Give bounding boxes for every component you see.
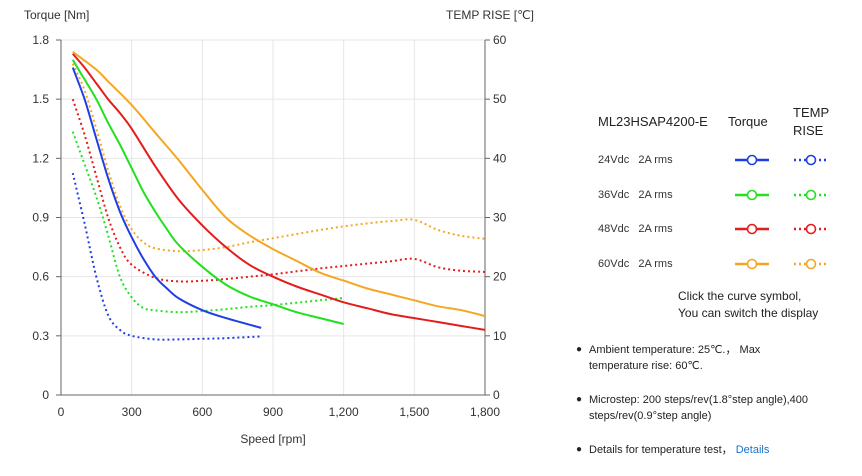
x-tick-label: 1,800 (470, 405, 500, 419)
torque-header: Torque (728, 114, 768, 129)
temp-rise-symbol-toggle[interactable] (793, 187, 829, 203)
torque-line-symbol-icon (735, 223, 769, 235)
y-right-tick-label: 20 (493, 270, 507, 284)
temp-rise-symbol-toggle[interactable] (793, 152, 829, 168)
hint-line-1: Click the curve symbol, (678, 289, 802, 303)
notes-list: ● Ambient temperature: 25℃.， Max tempera… (574, 342, 814, 476)
y-right-tick-label: 0 (493, 388, 500, 402)
x-tick-label: 1,500 (399, 405, 429, 419)
torque-line-symbol-icon (735, 189, 769, 200)
note-details-text: Details for temperature test， (589, 444, 733, 456)
note-details: ● Details for temperature test， Details (574, 442, 814, 458)
legend-hint: Click the curve symbol, You can switch t… (678, 288, 818, 322)
y-left-tick-label: 0.6 (32, 270, 49, 284)
legend-row: 24Vdc 2A rms (590, 144, 850, 179)
y-left-tick-label: 0 (42, 388, 49, 402)
y-left-tick-label: 0.9 (32, 211, 49, 225)
torque-temp-chart: 0 300 600 900 1,200 1,500 1,80000.30.60.91.21.… (24, 8, 534, 446)
bullet-icon: ● (576, 394, 583, 405)
torque-line-36vdc (71, 59, 344, 325)
torque-line-48vdc (72, 53, 486, 331)
torque-symbol-toggle[interactable] (734, 187, 770, 203)
note-ambient: ● Ambient temperature: 25℃.， Max tempera… (574, 342, 814, 374)
legend-row-label: 60Vdc 2A rms (598, 257, 673, 270)
y-right-axis-label: TEMP RISE [℃] (446, 8, 534, 22)
x-tick-label: 900 (263, 405, 283, 419)
y-left-tick-label: 1.5 (32, 92, 49, 106)
y-right-tick-label: 50 (493, 92, 507, 106)
torque-symbol-toggle[interactable] (734, 256, 770, 272)
y-right-tick-label: 40 (493, 151, 507, 165)
axes: 0 300 600 900 1,200 1,500 1,80000.30.60.91.21.… (32, 33, 506, 419)
temp-rise-line-36vdc (71, 131, 344, 314)
legend-row-label: 24Vdc 2A rms (598, 154, 673, 166)
model-name: ML23HSAP4200-E (598, 114, 708, 129)
torque-line-60vdc (72, 51, 486, 318)
torque-symbol-toggle[interactable] (734, 221, 770, 237)
torque-symbol-toggle[interactable] (734, 152, 770, 168)
note-microstep-text: Microstep: 200 steps/rev(1.8°step angle)… (589, 394, 809, 422)
temp-line-symbol-icon (794, 223, 828, 235)
temp-rise-line-48vdc (71, 98, 486, 283)
y-right-tick-label: 60 (493, 33, 507, 47)
x-axis-label: Speed [rpm] (240, 432, 305, 446)
temp-line-symbol-icon (794, 154, 828, 166)
torque-line-symbol-icon (735, 258, 769, 269)
bullet-icon: ● (576, 344, 583, 355)
temp-rise-line-24vdc (71, 172, 262, 341)
bullet-icon: ● (576, 444, 583, 455)
y-right-tick-label: 10 (493, 329, 507, 343)
note-ambient-text: Ambient temperature: 25℃.， Max temperatu… (589, 344, 761, 372)
hint-line-2: You can switch the display (678, 306, 819, 320)
series-lines (71, 51, 486, 341)
y-left-tick-label: 1.8 (32, 33, 49, 47)
legend-row: 60Vdc 2A rms (590, 248, 850, 283)
grid-lines (60, 39, 486, 396)
legend-header: ML23HSAP4200-E Torque TEMP RISE (590, 104, 850, 144)
x-tick-label: 0 (58, 405, 65, 419)
y-right-tick-label: 30 (493, 211, 507, 225)
temp-rise-symbol-toggle[interactable] (793, 221, 829, 237)
temp-line-symbol-icon (794, 189, 828, 200)
x-tick-label: 300 (122, 405, 142, 419)
temp-rise-symbol-toggle[interactable] (793, 256, 829, 272)
x-tick-label: 600 (192, 405, 212, 419)
x-tick-label: 1,200 (329, 405, 359, 419)
y-left-tick-label: 0.3 (32, 329, 49, 343)
legend-row: 48Vdc 2A rms (590, 213, 850, 248)
torque-line-symbol-icon (735, 154, 769, 166)
note-microstep: ● Microstep: 200 steps/rev(1.8°step angl… (574, 392, 814, 424)
torque-line-24vdc (71, 67, 262, 329)
details-link[interactable]: Details (735, 444, 770, 456)
legend-rows: 24Vdc 2A rms 36Vdc 2A rms 48Vdc 2A rms 60Vd… (590, 144, 850, 282)
temp-rise-line-60vdc (71, 63, 486, 253)
legend-row-label: 36Vdc 2A rms (598, 188, 673, 201)
legend-row: 36Vdc 2A rms (590, 179, 850, 214)
y-left-tick-label: 1.2 (32, 151, 49, 165)
temp-rise-header: TEMP RISE (793, 105, 829, 138)
legend-panel: ML23HSAP4200-E Torque TEMP RISE 24Vdc 2A… (590, 104, 850, 282)
legend-row-label: 48Vdc 2A rms (598, 223, 673, 235)
temp-line-symbol-icon (794, 258, 828, 269)
y-left-axis-label: Torque [Nm] (24, 8, 89, 22)
